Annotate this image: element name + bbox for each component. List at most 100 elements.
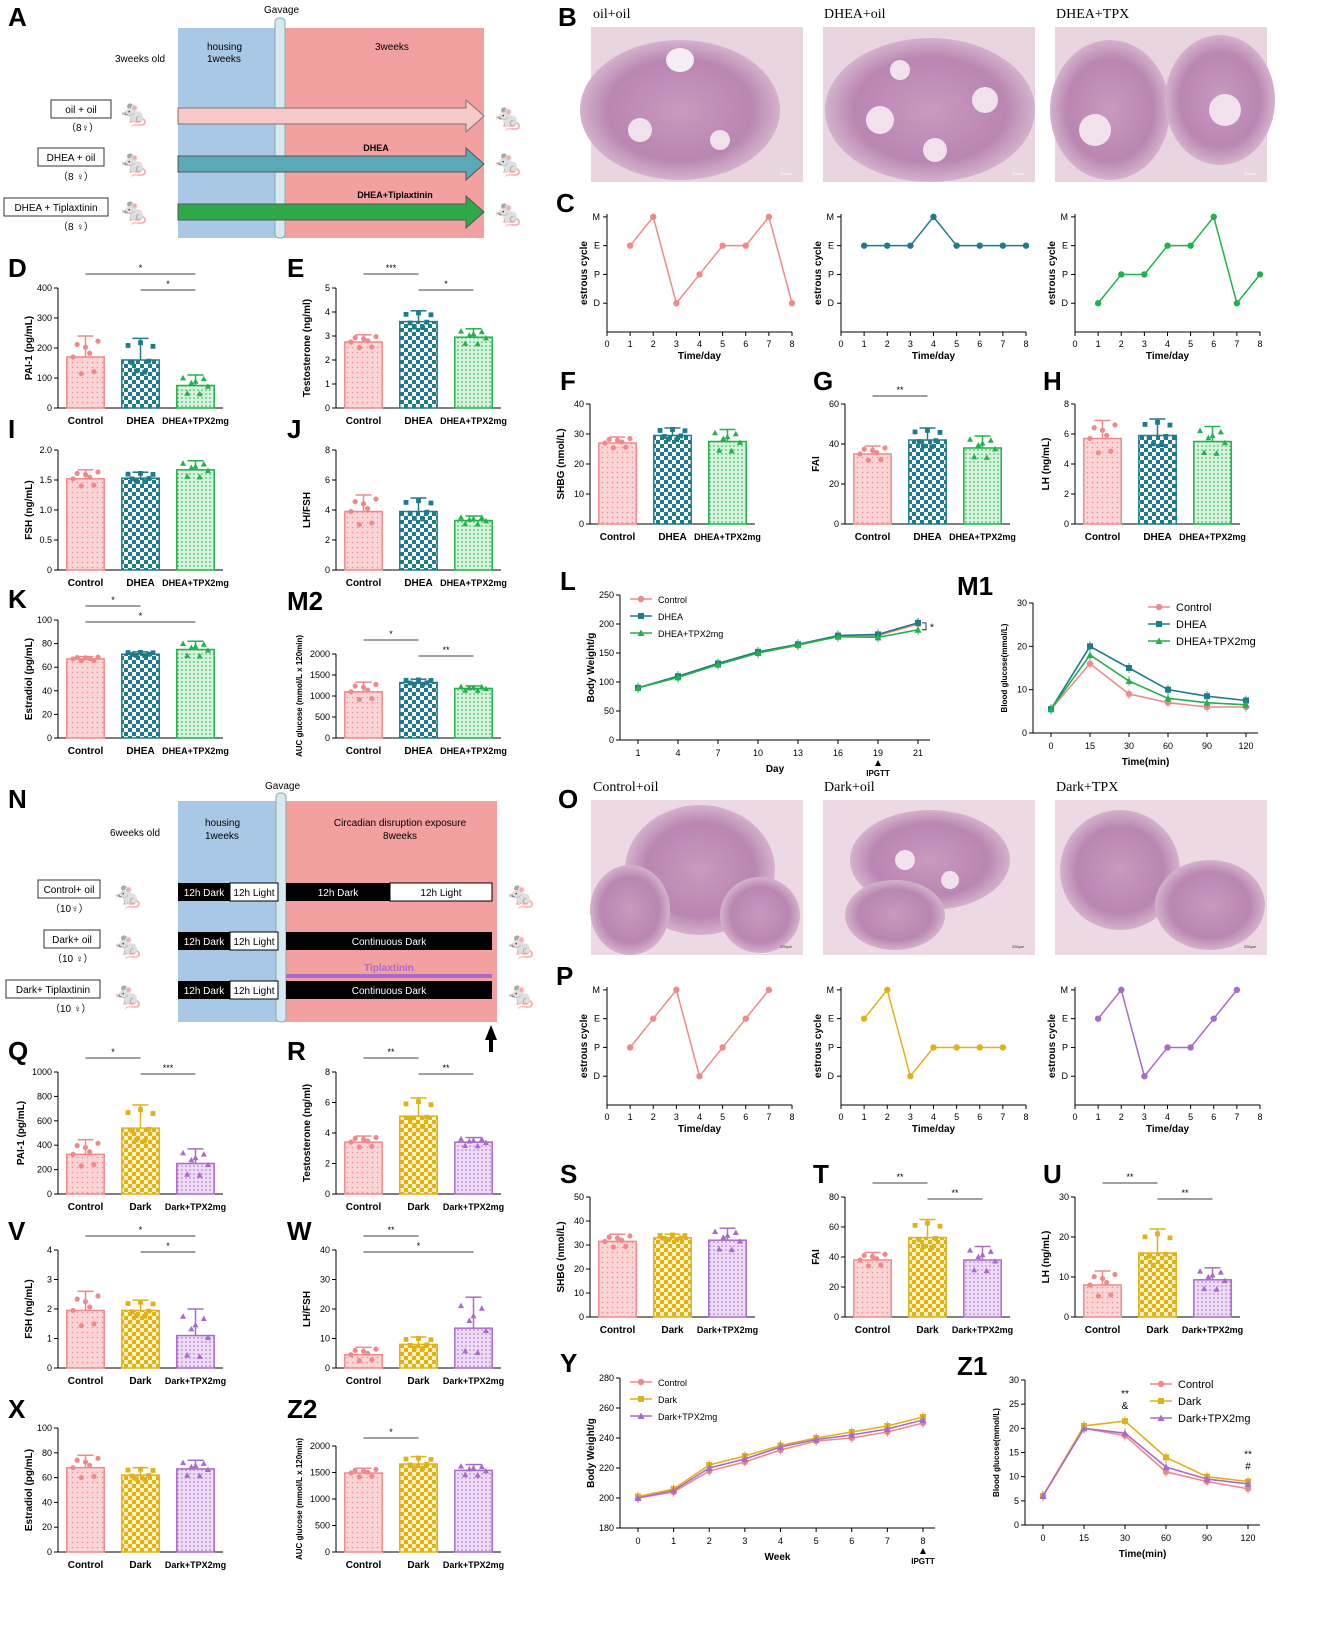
data-point: [150, 650, 156, 656]
x-tick-label: DHEA: [126, 746, 154, 757]
x-tick-label: 6: [977, 1112, 982, 1122]
y-tick-label: 10: [1009, 1472, 1019, 1482]
x-tick-label: Dark+TPX2mg: [1182, 1325, 1243, 1335]
data-point: [637, 595, 645, 603]
data-point: [204, 467, 211, 473]
significance-label: *: [111, 1047, 115, 1057]
y-tick-label: 1.0: [39, 505, 52, 515]
bar-chart-H: 0 2 4 6 8 LH (ng/mL) Control DHEA DHEA+TPX2mg: [1041, 399, 1246, 543]
data-point: [78, 1474, 84, 1481]
data-point: [1197, 1268, 1204, 1274]
y-tick-label: 50: [604, 706, 614, 716]
data-point: [462, 1471, 469, 1478]
y-tick-label: 20: [574, 459, 584, 469]
data-point: [682, 428, 688, 434]
bar: [121, 1309, 160, 1369]
bar: [121, 1127, 160, 1195]
y-tick-label: 50: [574, 1192, 584, 1202]
bar: [454, 336, 493, 409]
data-point: [403, 311, 409, 317]
y-tick-label: 2: [325, 535, 330, 545]
panel-letter-n: N: [8, 784, 27, 814]
bar-chart-M2: 0 500 1000 1500 2000 AUC glucose (mmol/L x 12…: [295, 629, 507, 757]
data-point: [470, 684, 477, 690]
data-point: [907, 1073, 914, 1080]
housing-label-2: 1weeks: [207, 54, 241, 65]
data-point: [637, 1412, 645, 1419]
svg-text:200μm: 200μm: [1012, 171, 1025, 176]
data-point: [129, 652, 135, 657]
estrous-chart-C-1: D P E M 0 1 2 3 4 5 6 7 8 Time/day estrous cycle C: [556, 188, 796, 362]
x-tick-label: DHEA+TPX2mg: [949, 532, 1016, 542]
y-tick-label: 40: [42, 1497, 52, 1507]
y-axis-label: estrous cycle: [579, 1014, 590, 1078]
y-tick-label: 20: [574, 1264, 584, 1274]
data-point: [674, 437, 680, 443]
panel-letter-r: R: [287, 1036, 306, 1066]
data-point: [834, 633, 842, 640]
y-tick-label: 30: [574, 1240, 584, 1250]
bar: [708, 440, 747, 525]
y-tick-label: 0: [579, 519, 584, 529]
data-point: [1104, 432, 1110, 438]
data-point: [403, 677, 409, 683]
data-point: [348, 339, 354, 345]
data-point: [1209, 432, 1216, 438]
data-point: [619, 1237, 625, 1243]
y-tick-label: D: [1062, 1071, 1069, 1081]
bar-chart-Q: 0 200 400 600 800 1000 PAI-1 (pg/mL) Control Dar…: [16, 1047, 226, 1213]
bar-chart-X: 0 20 40 60 80 100 Estradiol (pg/mL) Control Dark…: [24, 1423, 226, 1571]
data-point: [602, 1238, 608, 1244]
data-point: [428, 500, 434, 506]
data-point: [712, 1228, 719, 1234]
chart-layer: D P E M 0 1 2 3 4 5 6 7 8 Time/day estrous cycle C D P E M 0…: [8, 188, 1264, 1571]
y-tick-label: 1000: [32, 1067, 52, 1077]
data-point: [1201, 449, 1208, 455]
y-tick-label: 0: [834, 1312, 839, 1322]
data-point: [466, 516, 473, 522]
data-point: [138, 471, 143, 476]
data-point: [424, 509, 430, 515]
y-axis-label: Testosterone (ng/ml): [302, 1084, 313, 1182]
y-tick-label: 3: [47, 1275, 52, 1285]
y-tick-label: 5: [325, 283, 330, 293]
x-tick-label: Control: [68, 1560, 104, 1571]
data-point: [1047, 705, 1055, 713]
data-point: [1210, 213, 1217, 221]
x-tick-label: 8: [1257, 339, 1262, 349]
bar: [454, 519, 493, 571]
data-point: [925, 428, 930, 433]
data-point: [1159, 442, 1165, 448]
data-point: [74, 1457, 80, 1463]
y-tick-label: 200: [37, 343, 52, 353]
mouse-icon: 🐁: [112, 930, 144, 960]
y-tick-label: 0: [325, 403, 330, 413]
x-tick-label: 6: [743, 1112, 748, 1122]
x-tick-label: 5: [814, 1536, 819, 1546]
panel-letter-t: T: [813, 1159, 829, 1189]
data-point: [150, 1468, 156, 1473]
estrous-chart-P-3: D P E M 0 1 2 3 4 5 6 7 8 Time/day estrous cycle: [1047, 985, 1263, 1135]
x-tick-label: Control: [855, 532, 891, 543]
x-tick-label: DHEA+TPX2mg: [440, 578, 507, 588]
y-tick-label: 30: [320, 1275, 330, 1285]
series-line: [863, 988, 1003, 1078]
x-tick-label: 13: [793, 748, 803, 758]
x-tick-label: 4: [931, 339, 936, 349]
histo-image-3: 200μm: [1055, 800, 1267, 955]
data-point: [606, 436, 612, 443]
data-point: [70, 354, 76, 360]
x-tick-label: 0: [604, 339, 609, 349]
bar: [399, 320, 438, 409]
data-point: [365, 1469, 371, 1475]
data-point: [1164, 694, 1172, 702]
data-point: [411, 681, 417, 687]
data-point: [991, 445, 998, 452]
panel-letter-z2: Z2: [287, 1394, 317, 1424]
data-point: [74, 1296, 80, 1302]
data-point: [95, 654, 101, 660]
y-tick-label: 2: [1064, 489, 1069, 499]
panel-n-diagram: N Gavage 6weeks old housing 1weeks Circa…: [5, 781, 537, 1052]
data-point: [458, 683, 465, 690]
data-point: [1108, 1292, 1114, 1298]
